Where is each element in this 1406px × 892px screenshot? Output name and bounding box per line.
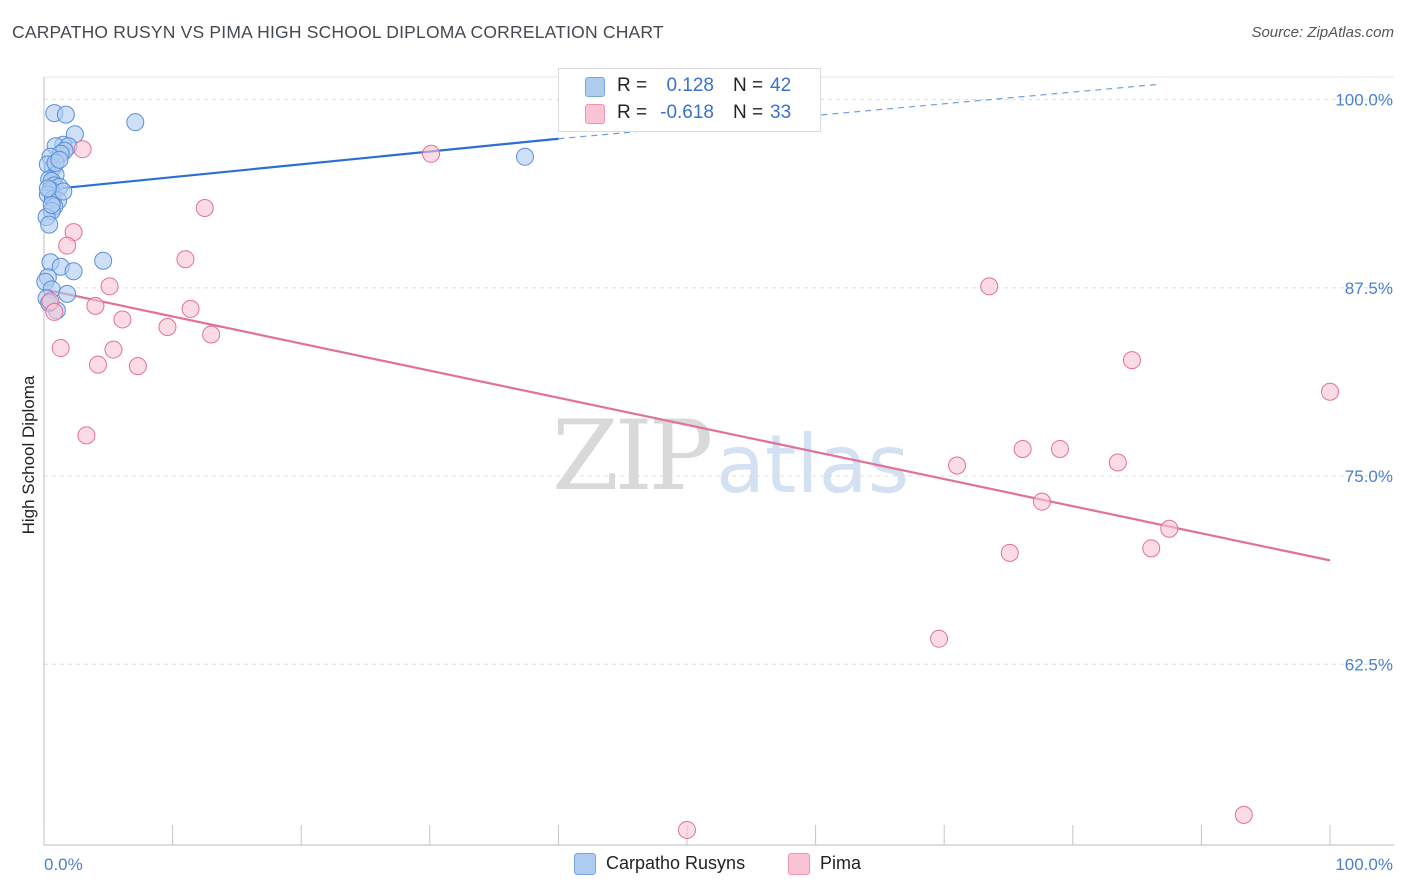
point-carpatho-rusyns	[50, 150, 69, 169]
n-value: 42	[770, 75, 792, 96]
legend-swatch-pima	[585, 104, 605, 124]
y-tick-label: 87.5%	[1345, 279, 1393, 298]
point-carpatho-rusyns	[38, 179, 57, 198]
legend-row-pima: R = -0.618 N = 33	[559, 100, 820, 126]
point-pima	[1122, 351, 1141, 370]
n-value: 33	[770, 102, 792, 123]
gridlines	[44, 76, 1394, 665]
legend-swatch-carpatho-rusyns	[574, 853, 596, 875]
legend-swatch-pima	[788, 853, 810, 875]
legend-label: Carpatho Rusyns	[606, 853, 746, 873]
point-pima	[176, 250, 195, 269]
point-pima	[1013, 439, 1032, 458]
point-pima	[73, 140, 92, 159]
point-carpatho-rusyns	[94, 251, 113, 270]
point-pima	[1032, 492, 1051, 511]
point-pima	[948, 456, 967, 475]
legend-swatch-carpatho-rusyns	[585, 77, 605, 97]
y-axis-label: High School Diploma	[19, 375, 38, 534]
stats-legend: R = 0.128 N = 42 R = -0.618 N = 33	[558, 68, 821, 132]
point-pima	[104, 340, 123, 359]
trend-pima	[43, 288, 1331, 562]
tick-labels: 100.0% 87.5% 75.0% 62.5% 0.0% 100.0% High Scho…	[19, 91, 1393, 874]
r-value: -0.618	[660, 102, 714, 123]
point-carpatho-rusyns	[126, 113, 145, 132]
point-pima	[58, 236, 77, 255]
point-pima	[980, 277, 999, 296]
point-pima	[1234, 805, 1253, 824]
point-pima	[678, 820, 696, 839]
r-value: 0.128	[666, 75, 714, 96]
point-carpatho-rusyns	[54, 182, 73, 201]
data-points	[36, 104, 1339, 839]
point-pima	[113, 310, 132, 329]
point-pima	[1160, 519, 1179, 538]
n-label: N =	[733, 75, 764, 96]
point-pima	[181, 299, 200, 318]
point-pima	[158, 317, 177, 336]
point-pima	[77, 426, 96, 445]
point-pima	[1000, 543, 1019, 562]
r-label: R =	[617, 102, 648, 123]
source-credit: Source: ZipAtlas.com	[1251, 24, 1394, 41]
point-carpatho-rusyns	[58, 284, 77, 303]
point-pima	[86, 296, 105, 315]
point-pima	[1050, 439, 1069, 458]
r-label: R =	[617, 75, 648, 96]
point-pima	[45, 302, 64, 321]
point-carpatho-rusyns	[40, 215, 59, 234]
n-label: N =	[733, 102, 764, 123]
point-pima	[51, 339, 70, 358]
point-pima	[1142, 539, 1161, 558]
point-carpatho-rusyns	[64, 262, 83, 281]
point-pima	[422, 144, 441, 163]
point-carpatho-rusyns	[42, 196, 61, 214]
point-pima	[202, 325, 221, 344]
point-pima	[195, 199, 214, 218]
x-tick-label: 100.0%	[1335, 855, 1393, 874]
chart-title: CARPATHO RUSYN VS PIMA HIGH SCHOOL DIPLO…	[12, 22, 664, 42]
x-tick-label: 0.0%	[44, 855, 83, 874]
legend-label: Pima	[820, 853, 862, 873]
y-tick-label: 62.5%	[1345, 655, 1393, 674]
point-pima	[1321, 382, 1339, 401]
trend-lines	[43, 83, 1331, 562]
watermark-zip: ZIP	[552, 400, 713, 512]
point-carpatho-rusyns	[56, 105, 75, 124]
axes	[43, 77, 1394, 846]
point-carpatho-rusyns	[515, 147, 534, 166]
y-tick-label: 75.0%	[1345, 467, 1393, 486]
point-pima	[128, 357, 147, 376]
point-pima	[1108, 453, 1127, 472]
legend-row-carpatho-rusyns: R = 0.128 N = 42	[559, 73, 820, 99]
y-tick-label: 100.0%	[1335, 91, 1393, 110]
point-pima	[930, 629, 949, 648]
trend-carpatho-rusyns	[43, 137, 559, 192]
point-pima	[100, 277, 119, 296]
point-pima	[89, 355, 108, 374]
